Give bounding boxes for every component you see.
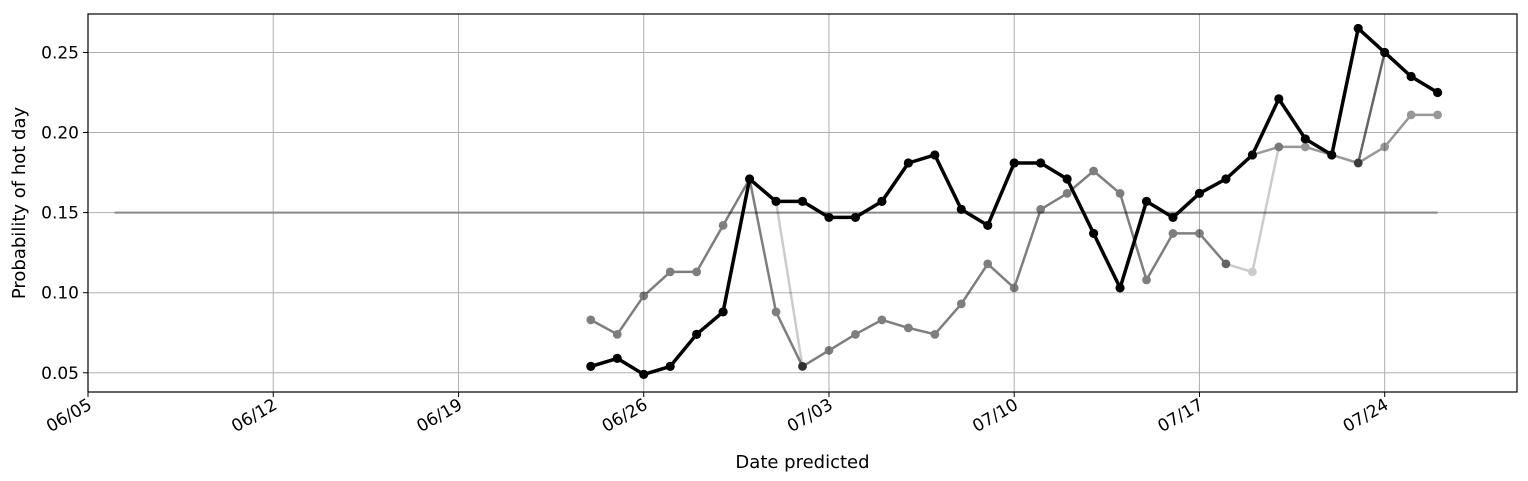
data-point (956, 204, 966, 215)
plot-frame (87, 13, 1518, 393)
data-point (1062, 174, 1072, 184)
data-point (665, 361, 675, 371)
data-point (1274, 94, 1284, 104)
data-point (824, 345, 834, 355)
data-point (1089, 166, 1098, 176)
data-point (1036, 205, 1046, 214)
data-point (877, 315, 887, 325)
data-point (612, 353, 622, 363)
data-point (930, 150, 940, 160)
data-point (718, 221, 728, 230)
data-point (851, 329, 860, 339)
data-point (1353, 158, 1363, 168)
series-0 (586, 23, 1443, 379)
y-tick-label: 0.10 (41, 284, 79, 304)
data-point (586, 361, 596, 371)
data-point (1221, 259, 1231, 269)
data-point (1406, 71, 1416, 82)
y-axis-ticks: 0.05 0.10 0.15 0.20 0.25 (41, 43, 88, 384)
data-point (1353, 23, 1363, 34)
data-point (930, 329, 940, 339)
data-point (1036, 158, 1046, 168)
data-point (771, 307, 781, 317)
data-point (1300, 134, 1310, 144)
data-point (1168, 212, 1178, 223)
data-point (1221, 174, 1231, 184)
data-point (1327, 150, 1337, 160)
data-point (771, 196, 781, 206)
data-point (1009, 283, 1019, 293)
data-point (1247, 267, 1257, 277)
data-point (1380, 47, 1390, 58)
series-line (1225, 146, 1281, 274)
data-point (1221, 259, 1231, 269)
data-point (1115, 188, 1125, 198)
data-point (744, 174, 755, 184)
y-tick-label: 0.05 (41, 364, 79, 384)
data-point (1433, 110, 1443, 120)
data-point (1088, 228, 1099, 239)
data-point (718, 307, 728, 317)
data-point (1274, 142, 1284, 152)
x-axis-label: Date predicted (735, 452, 869, 473)
data-point (1433, 87, 1443, 98)
x-tick-label: 07/10 (969, 395, 1021, 437)
data-point (665, 267, 675, 277)
x-tick-label: 06/19 (414, 395, 466, 437)
data-point (692, 267, 702, 277)
data-point (1194, 188, 1205, 198)
y-tick-label: 0.15 (41, 204, 79, 224)
data-point (1274, 142, 1284, 152)
data-point (877, 196, 887, 206)
data-point (983, 259, 993, 269)
x-tick-label: 06/26 (599, 395, 651, 437)
data-point (586, 315, 596, 325)
x-tick-label: 07/03 (784, 395, 836, 437)
data-point (1247, 150, 1257, 160)
series-2 (771, 196, 807, 371)
y-axis-label: Probability of hot day (9, 107, 30, 300)
data-point (798, 361, 807, 371)
data-point (1115, 283, 1125, 293)
data-point (1141, 196, 1152, 206)
data-point (1168, 229, 1178, 238)
data-point (692, 329, 702, 339)
data-point (983, 220, 993, 231)
data-point (1195, 229, 1204, 238)
series-line (1252, 113, 1438, 165)
series-4 (1221, 142, 1284, 277)
series-line (1356, 52, 1386, 164)
data-point (639, 291, 649, 301)
data-point (639, 369, 649, 379)
x-tick-label: 07/17 (1155, 395, 1207, 437)
x-tick-label: 06/05 (43, 395, 95, 437)
series-group (586, 23, 1443, 379)
x-tick-label: 07/24 (1340, 395, 1392, 437)
y-tick-label: 0.20 (41, 124, 79, 144)
series-3 (798, 166, 1231, 371)
series-line (774, 201, 804, 367)
data-point (1009, 158, 1019, 168)
x-tick-label: 06/12 (228, 395, 280, 437)
data-point (1300, 142, 1310, 152)
data-point (824, 212, 834, 223)
data-point (956, 299, 966, 309)
data-point (1142, 275, 1151, 285)
data-point (797, 196, 808, 206)
data-point (1406, 110, 1416, 120)
data-point (903, 323, 913, 333)
x-axis-ticks: 06/05 06/12 06/19 06/26 07/03 07/10 07/17 07/24 (43, 392, 1392, 437)
data-point (903, 158, 913, 168)
data-point (850, 212, 861, 223)
data-point (1062, 188, 1072, 198)
data-point (1380, 142, 1390, 152)
y-tick-label: 0.25 (41, 43, 79, 63)
data-point (612, 329, 622, 339)
